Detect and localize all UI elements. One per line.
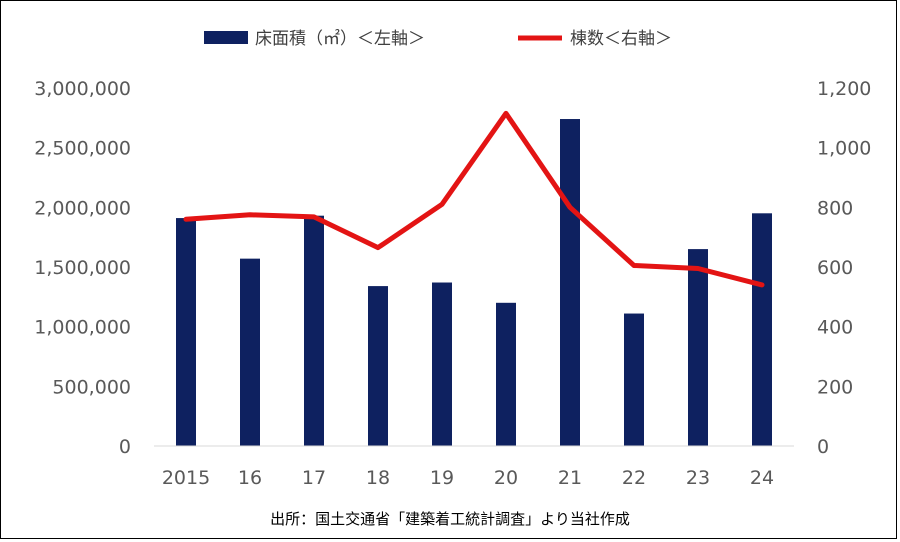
bar-20 bbox=[496, 302, 516, 446]
bar-21 bbox=[560, 119, 580, 446]
y-left-tick-label: 1,000,000 bbox=[34, 317, 131, 339]
y-left-tick-label: 2,500,000 bbox=[34, 138, 131, 160]
x-tick-label: 23 bbox=[686, 467, 710, 489]
x-tick-label: 24 bbox=[750, 467, 774, 489]
y-right-tick-label: 600 bbox=[817, 257, 853, 279]
line-series bbox=[183, 110, 765, 288]
y-left-axis: 0 500,000 1,000,000 1,500,000 2,000,000 2,500… bbox=[34, 78, 131, 458]
y-right-tick-label: 0 bbox=[817, 436, 829, 458]
bar-series bbox=[176, 119, 772, 446]
x-tick-label: 19 bbox=[430, 467, 454, 489]
bar-23 bbox=[688, 249, 708, 446]
x-tick-label: 18 bbox=[366, 467, 390, 489]
y-right-tick-label: 200 bbox=[817, 376, 853, 398]
source-caption: 出所：国土交通省「建築着工統計調査」より当社作成 bbox=[270, 510, 630, 528]
bar-18 bbox=[368, 286, 388, 446]
y-right-tick-label: 800 bbox=[817, 197, 853, 219]
x-tick-label: 16 bbox=[238, 467, 262, 489]
y-right-axis: 0 200 400 600 800 1,000 1,200 bbox=[817, 78, 871, 458]
legend-bar-swatch bbox=[204, 31, 248, 44]
legend: 床面積（㎡）＜左軸＞ 棟数＜右軸＞ bbox=[204, 29, 672, 49]
y-left-tick-label: 1,500,000 bbox=[34, 257, 131, 279]
bar-24 bbox=[752, 213, 772, 446]
x-tick-label: 20 bbox=[494, 467, 518, 489]
bar-16 bbox=[240, 258, 260, 446]
bar-17 bbox=[304, 215, 324, 446]
bar-19 bbox=[432, 282, 452, 446]
x-tick-label: 2015 bbox=[162, 467, 210, 489]
x-tick-label: 22 bbox=[622, 467, 646, 489]
legend-line-label: 棟数＜右軸＞ bbox=[570, 29, 672, 49]
y-right-tick-label: 1,000 bbox=[817, 138, 871, 160]
y-right-tick-label: 1,200 bbox=[817, 78, 871, 100]
y-left-tick-label: 2,000,000 bbox=[34, 197, 131, 219]
x-tick-label: 21 bbox=[558, 467, 582, 489]
y-left-tick-label: 0 bbox=[119, 436, 131, 458]
legend-bar-label: 床面積（㎡）＜左軸＞ bbox=[255, 29, 425, 49]
bar-22 bbox=[624, 313, 644, 446]
x-tick-label: 17 bbox=[302, 467, 326, 489]
x-axis-labels: 2015 16 17 18 19 20 21 22 23 24 bbox=[162, 467, 774, 489]
y-left-tick-label: 3,000,000 bbox=[34, 78, 131, 100]
bar-2015 bbox=[176, 218, 196, 446]
y-left-tick-label: 500,000 bbox=[52, 376, 131, 398]
y-right-tick-label: 400 bbox=[817, 317, 853, 339]
